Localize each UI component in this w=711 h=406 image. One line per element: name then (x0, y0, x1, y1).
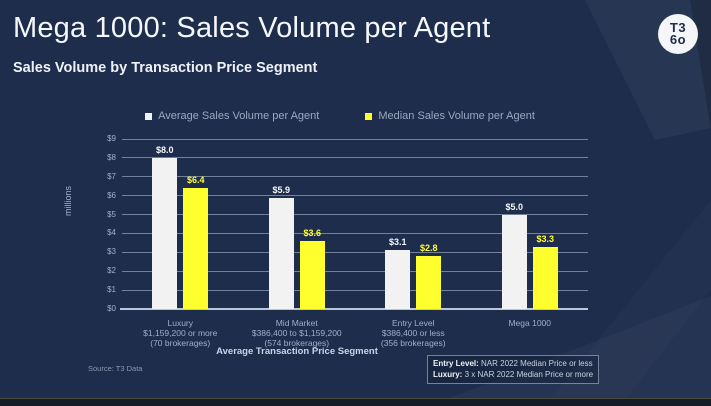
bar-median-luxury (183, 188, 209, 309)
bar-average-mid-market (268, 197, 294, 309)
y-tick-label: $8 (107, 152, 116, 162)
t360-logo-line1: T3 (669, 20, 687, 35)
gridline-$2 (122, 270, 588, 272)
gridline-$3 (122, 251, 588, 253)
bar-average-mega-1000 (501, 214, 527, 309)
bar-value-average-entry-level: $3.1 (388, 237, 407, 248)
y-tick-label: $5 (107, 209, 116, 219)
bar-value-average-mega-1000: $5.0 (505, 201, 524, 212)
footnote-entry-level-text: NAR 2022 Median Price or less (478, 359, 593, 368)
t360-logo: T3 6o (658, 14, 698, 54)
category-label-line: Mid Market (275, 318, 318, 328)
bar-value-average-luxury: $8.0 (155, 144, 174, 155)
t360-logo-line2: 6o (669, 32, 687, 47)
footnote-entry-level-label: Entry Level: (433, 359, 479, 368)
bar-value-median-luxury: $6.4 (186, 175, 205, 186)
category-label-line: (356 brokerages) (380, 338, 446, 348)
source-note: Source: T3 Data (88, 364, 143, 373)
legend-swatch-icon (365, 112, 373, 120)
legend-item-median: Median Sales Volume per Agent (365, 110, 535, 122)
gridline-$6 (122, 195, 588, 197)
category-label-line: $386,400 or less (381, 328, 445, 338)
category-label-line: (574 brokerages) (264, 338, 330, 348)
y-tick-label: $3 (107, 247, 116, 257)
gridline-$8 (122, 157, 588, 159)
bar-average-luxury (152, 157, 178, 309)
bar-median-mega-1000 (532, 246, 558, 309)
category-label-line: Luxury (167, 318, 193, 328)
footnote-line-luxury: Luxury: 3 x NAR 2022 Median Price or mor… (433, 370, 593, 381)
y-tick-label: $7 (107, 171, 116, 181)
category-label-line: $386,400 to $1,159,200 (251, 328, 342, 338)
bar-median-mid-market (299, 241, 325, 309)
y-tick-label: $1 (107, 285, 116, 295)
category-label-line: Mega 1000 (508, 318, 552, 328)
bar-value-average-mid-market: $5.9 (272, 184, 291, 195)
gridline-$4 (122, 232, 588, 234)
gridline-$7 (122, 176, 588, 178)
gridline-$5 (122, 214, 588, 216)
slide-subtitle: Sales Volume by Transaction Price Segmen… (13, 60, 318, 76)
y-tick-label: $9 (107, 134, 116, 143)
y-tick-label: $4 (107, 228, 116, 238)
bar-value-median-mid-market: $3.6 (303, 228, 322, 238)
bar-value-median-mega-1000: $3.3 (536, 233, 555, 244)
category-label-line: (70 brokerages) (150, 338, 211, 348)
footnote-luxury-text: 3 x NAR 2022 Median Price or more (462, 369, 594, 379)
bar-average-entry-level (385, 250, 411, 309)
footnote-box: Entry Level: NAR 2022 Median Price or le… (427, 355, 599, 384)
x-axis-line (120, 308, 588, 310)
y-tick-label: $6 (107, 190, 116, 200)
x-axis-title: Average Transaction Price Segment (216, 346, 378, 357)
bar-value-median-entry-level: $2.8 (419, 243, 438, 254)
gridline-$9 (122, 138, 588, 140)
bottom-strip (0, 398, 711, 406)
legend-item-average: Average Sales Volume per Agent (145, 110, 319, 122)
category-label-line: Entry Level (391, 318, 435, 328)
y-tick-label: $2 (107, 266, 116, 276)
legend-label: Median Sales Volume per Agent (378, 110, 535, 122)
category-label-line: $1,159,200 or more (143, 328, 218, 338)
footnote-line-entry-level: Entry Level: NAR 2022 Median Price or le… (433, 359, 593, 370)
footnote-luxury-label: Luxury: (433, 369, 463, 379)
legend-swatch-icon (145, 112, 153, 120)
slide-title: Mega 1000: Sales Volume per Agent (13, 12, 491, 44)
chart-legend: Average Sales Volume per Agent Median Sal… (0, 110, 680, 122)
gridline-$1 (122, 289, 588, 291)
bar-median-entry-level (416, 256, 442, 309)
legend-label: Average Sales Volume per Agent (158, 110, 320, 122)
y-tick-label: $0 (107, 304, 116, 313)
y-axis-title: millions (63, 185, 73, 216)
